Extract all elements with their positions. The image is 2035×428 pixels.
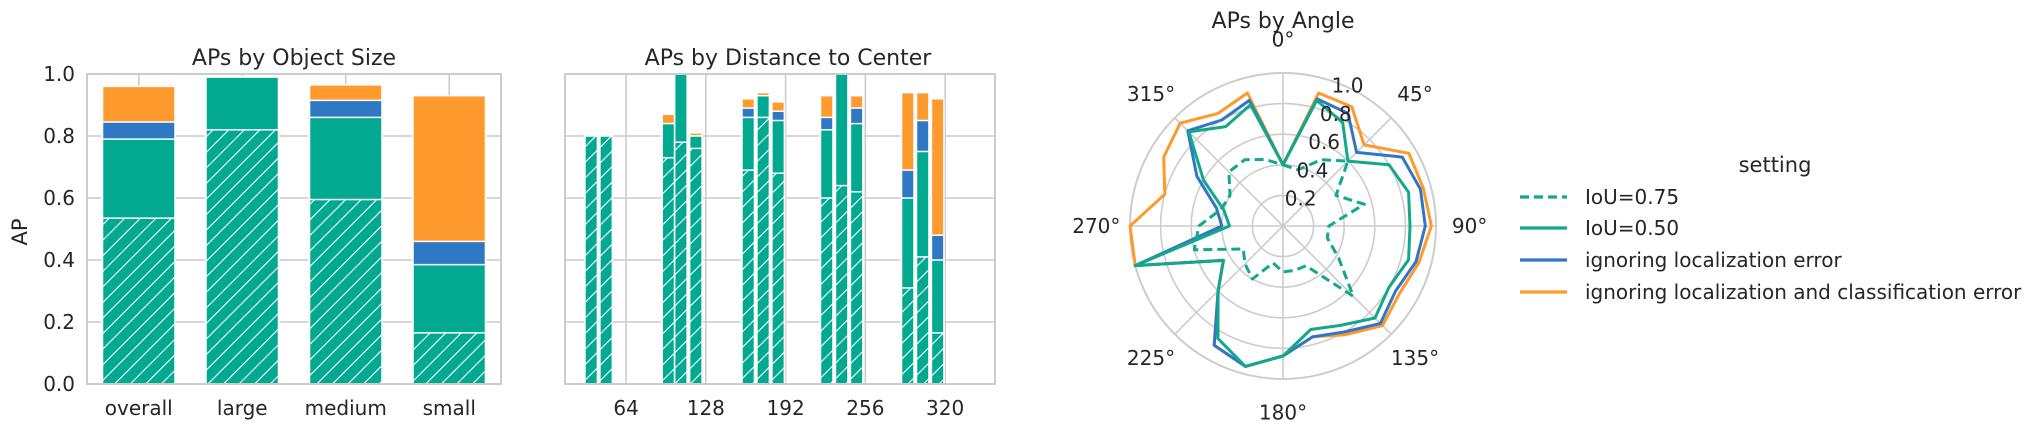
bar-iou75 <box>101 217 176 385</box>
bar-iou75 <box>412 332 487 385</box>
panel-angle: APs by Angle 0.2 0.4 0.6 0.8 1.0 0° 45° 90° 135°… <box>1072 9 1487 425</box>
y-tick-label: 0.0 <box>43 372 75 396</box>
x-tick-label: 320 <box>926 396 964 420</box>
distance-ticks: 64 128 192 256 320 <box>613 396 964 420</box>
x-tick-label: small <box>423 396 476 420</box>
radius-ring <box>1251 194 1315 258</box>
y-tick-label: 1.0 <box>43 62 75 86</box>
x-tick-label: large <box>217 396 268 420</box>
angle-spoke <box>1282 225 1392 335</box>
x-tick-label: 64 <box>613 396 638 420</box>
bar-iou75 <box>819 197 834 385</box>
angle-tick-label: 180° <box>1259 401 1307 425</box>
radius-tick-label: 0.4 <box>1297 158 1329 182</box>
bar-iou75 <box>741 169 756 385</box>
y-tick-label: 0.8 <box>43 124 75 148</box>
x-tick-label: overall <box>105 396 173 420</box>
x-tick-label: medium <box>305 396 387 420</box>
object-size-ticks: 0.0 0.2 0.4 0.6 0.8 1.0 overall large medium smal… <box>43 62 476 420</box>
distance-bars <box>584 73 945 385</box>
angle-tick-label: 135° <box>1391 346 1439 370</box>
legend-label-loc: ignoring localization error <box>1585 248 1842 272</box>
bar-iou75 <box>849 191 864 385</box>
bar-iou75 <box>930 332 945 385</box>
radius-tick-label: 0.8 <box>1320 102 1352 126</box>
angle-spoke <box>1174 117 1284 227</box>
angle-tick-label: 90° <box>1452 214 1487 238</box>
bar-iou75 <box>915 256 930 385</box>
angle-tick-label: 0° <box>1272 27 1295 51</box>
bar-iou75 <box>584 135 599 385</box>
angle-spoke <box>1282 117 1392 227</box>
bar-iou75 <box>308 198 383 385</box>
angle-lines <box>1128 91 1433 368</box>
angle-grid <box>1129 72 1437 380</box>
angle-spoke <box>1174 225 1284 335</box>
distance-frame <box>564 73 996 385</box>
y-axis-label: AP <box>8 218 32 245</box>
polar-line-iou50 <box>1133 98 1412 368</box>
distance-title: APs by Distance to Center <box>645 46 933 71</box>
bar-iou75 <box>688 147 703 385</box>
bar-iou75 <box>661 156 676 385</box>
radius-ring <box>1190 133 1376 319</box>
angle-labels: 0.2 0.4 0.6 0.8 1.0 0° 45° 90° 135° 180° 225° 270° 3… <box>1072 27 1487 424</box>
legend-title: setting <box>1739 153 1812 177</box>
x-tick-label: 256 <box>846 396 884 420</box>
panel-distance-to-center: APs by Distance to Center 64 128 192 256 320 <box>564 46 996 420</box>
object-size-title: APs by Object Size <box>192 46 396 71</box>
legend-label-cls: ignoring localization and classification… <box>1585 280 2022 304</box>
legend-item-cls: ignoring localization and classification… <box>1520 280 2022 304</box>
bar-iou75 <box>673 141 688 385</box>
legend-item-iou50: IoU=0.50 <box>1520 216 1679 240</box>
angle-tick-label: 225° <box>1127 346 1175 370</box>
radius-ring <box>1159 102 1407 350</box>
angle-tick-label: 45° <box>1397 82 1432 106</box>
bar-iou75 <box>756 116 771 385</box>
bar-iou75 <box>834 184 849 385</box>
radius-tick-label: 1.0 <box>1332 74 1364 98</box>
legend-item-loc: ignoring localization error <box>1520 248 1842 272</box>
legend-label-iou75: IoU=0.75 <box>1585 185 1679 209</box>
object-size-bars <box>101 76 487 385</box>
legend-item-iou75: IoU=0.75 <box>1520 185 1679 209</box>
polar-line-iou75 <box>1192 158 1366 298</box>
bar-iou75 <box>771 172 786 385</box>
angle-tick-label: 270° <box>1072 214 1120 238</box>
angle-tick-label: 315° <box>1127 82 1175 106</box>
bar-iou75 <box>205 129 280 385</box>
angle-title: APs by Angle <box>1212 9 1355 34</box>
radius-tick-label: 0.2 <box>1285 187 1317 211</box>
bar-iou75 <box>599 135 614 385</box>
x-tick-label: 192 <box>767 396 805 420</box>
y-tick-label: 0.4 <box>43 248 75 272</box>
y-tick-label: 0.2 <box>43 310 75 334</box>
radius-tick-label: 0.6 <box>1308 130 1340 154</box>
panel-object-size: APs by Object Size AP 0.0 0.2 0.4 0.6 0.8 1.0… <box>8 46 502 420</box>
legend-label-iou50: IoU=0.50 <box>1585 216 1679 240</box>
object-size-frame <box>86 73 502 385</box>
y-tick-label: 0.6 <box>43 186 75 210</box>
bar-iou75 <box>900 287 915 385</box>
x-tick-label: 128 <box>687 396 725 420</box>
legend: setting IoU=0.75 IoU=0.50 ignoring local… <box>1520 153 2022 304</box>
